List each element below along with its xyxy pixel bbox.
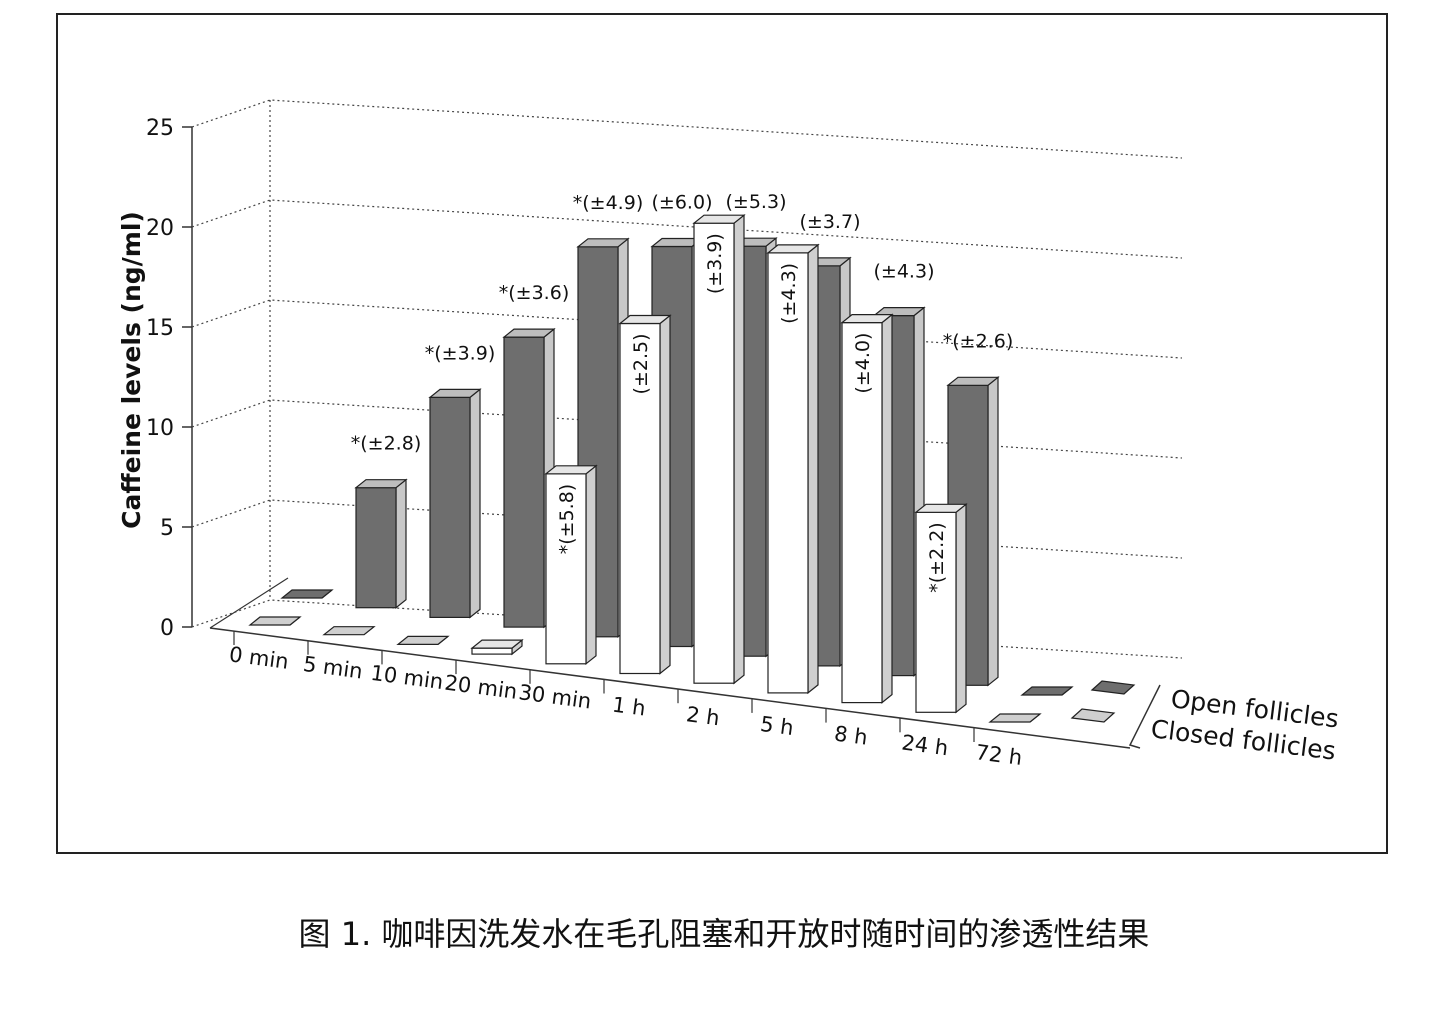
error-label: *(±2.6) <box>943 330 1013 352</box>
bar <box>280 589 334 599</box>
bar-side <box>807 243 819 695</box>
bar-side <box>987 376 999 687</box>
legend-swatch <box>1070 708 1116 723</box>
error-label: *(±4.9) <box>573 192 643 214</box>
error-label: *(±2.8) <box>351 433 421 455</box>
bar-side <box>881 313 893 704</box>
bar-side <box>585 464 597 666</box>
x-tick-label: 5 h <box>759 712 795 740</box>
x-tick-label: 8 h <box>833 722 869 750</box>
bar <box>544 464 598 666</box>
bar <box>692 213 746 685</box>
error-label: (±4.0) <box>852 333 874 394</box>
bar-top <box>502 328 556 338</box>
bar-front <box>355 487 397 609</box>
y-tick-label: 20 <box>146 216 174 241</box>
y-tick-label: 15 <box>146 316 174 341</box>
bar-top <box>322 626 376 636</box>
bar-front <box>471 647 513 655</box>
bar <box>470 638 524 656</box>
bar-top <box>766 244 820 254</box>
error-label: (±4.3) <box>778 263 800 324</box>
bar-top <box>576 238 630 248</box>
bar-top <box>354 479 408 489</box>
bar-top <box>840 314 894 324</box>
bar-front <box>767 252 809 694</box>
bar <box>248 616 302 626</box>
y-axis-title: Caffeine levels (ng/ml) <box>117 211 146 529</box>
legend-swatch <box>1090 680 1136 695</box>
bar-top <box>988 713 1042 723</box>
y-tick-label: 25 <box>146 116 174 141</box>
bar-top <box>280 589 334 599</box>
error-label: *(±3.9) <box>425 342 495 364</box>
bar <box>396 635 450 646</box>
bar-top <box>428 388 482 398</box>
bar-top <box>1020 686 1074 696</box>
bar-front <box>545 473 587 665</box>
grid-line <box>191 99 1183 159</box>
bar-top <box>470 639 524 649</box>
x-tick-label: 1 h <box>611 692 647 720</box>
bar-top <box>914 503 968 513</box>
bar-front <box>503 336 545 628</box>
bar <box>354 478 408 609</box>
bar-front <box>619 322 661 675</box>
y-tick-label: 5 <box>160 516 174 541</box>
bar <box>1020 686 1074 696</box>
error-label: *(±3.6) <box>499 282 569 304</box>
y-tick-label: 0 <box>160 616 174 641</box>
floor-edge <box>209 577 289 629</box>
bar <box>322 626 376 636</box>
bar <box>428 388 482 619</box>
bar <box>988 713 1042 723</box>
x-tick-label: 2 h <box>685 702 721 730</box>
bar-top <box>248 616 302 626</box>
x-axis <box>209 627 1131 749</box>
bar-top <box>872 307 926 317</box>
legend-bracket <box>1128 684 1161 749</box>
error-label: *(±2.2) <box>926 522 948 592</box>
grid-line <box>191 199 1183 259</box>
error-label: (±5.3) <box>726 191 787 213</box>
bar-side <box>733 213 745 685</box>
caption: 图 1. 咖啡因洗发水在毛孔阻塞和开放时随时间的渗透性结果 <box>299 915 1150 953</box>
bar-front <box>429 396 471 618</box>
error-label: *(±5.8) <box>556 484 578 554</box>
error-label: (±2.5) <box>630 334 652 395</box>
bar-side <box>395 478 407 609</box>
error-label: (±6.0) <box>652 192 713 214</box>
bar-top <box>396 635 450 646</box>
error-label: (±3.9) <box>704 233 726 294</box>
bar <box>766 243 820 695</box>
bar <box>914 503 968 714</box>
bar-top <box>544 465 598 475</box>
bar-side <box>469 388 481 619</box>
bar <box>618 314 672 675</box>
bar-top <box>692 214 746 224</box>
bar-front <box>841 322 883 704</box>
y-tick-label: 10 <box>146 416 174 441</box>
error-label: (±4.3) <box>874 261 935 283</box>
bar <box>840 313 894 704</box>
bar-front <box>693 222 735 684</box>
bar-top <box>618 314 672 325</box>
bar-side <box>659 314 671 675</box>
error-label: (±3.7) <box>800 211 861 233</box>
bar-side <box>955 503 967 714</box>
bar-top <box>946 376 1000 386</box>
